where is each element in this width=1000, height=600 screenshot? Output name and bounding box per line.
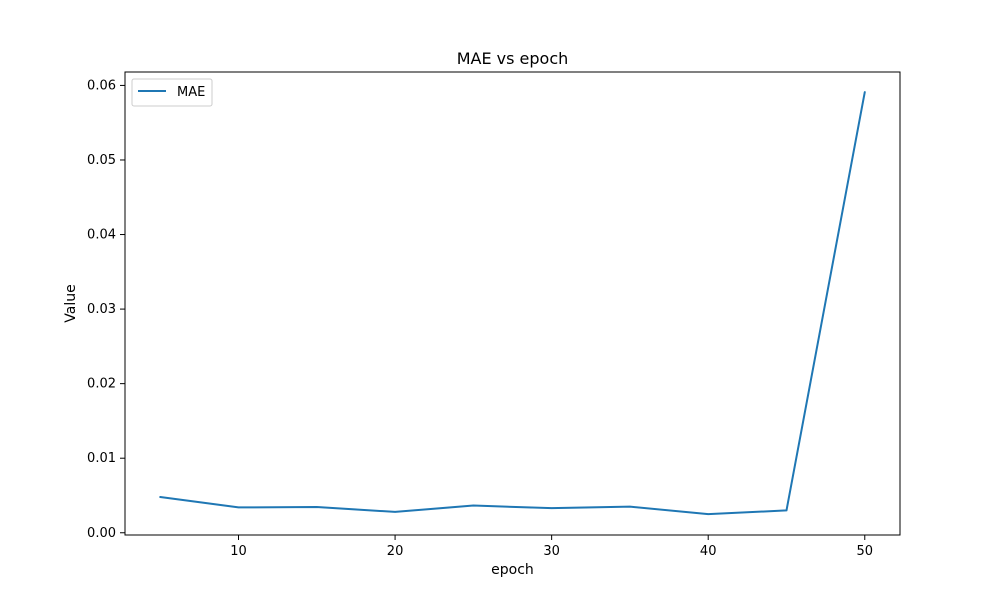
legend-label-mae: MAE <box>177 85 205 100</box>
y-tick-label: 0.00 <box>87 526 116 541</box>
y-tick-label: 0.02 <box>87 377 116 392</box>
plot-area <box>124 71 901 536</box>
x-tick-label: 40 <box>700 544 717 559</box>
y-axis-label: Value <box>63 284 79 322</box>
x-tick-label: 10 <box>230 544 247 559</box>
chart-title: MAE vs epoch <box>457 49 569 68</box>
x-tick-label: 20 <box>387 544 404 559</box>
series-layer <box>159 91 866 516</box>
x-axis-ticks: 10 20 30 40 50 <box>230 535 873 559</box>
y-tick-label: 0.05 <box>87 153 116 168</box>
series-line-mae <box>159 91 866 516</box>
legend-box <box>131 78 213 107</box>
x-tick-label: 30 <box>543 544 560 559</box>
x-tick-label: 50 <box>856 544 873 559</box>
legend: MAE <box>131 78 213 107</box>
y-tick-label: 0.03 <box>87 302 116 317</box>
y-tick-label: 0.04 <box>87 228 116 243</box>
x-axis-label: epoch <box>491 562 534 578</box>
y-tick-label: 0.01 <box>87 451 116 466</box>
y-axis-ticks: 0.00 0.01 0.02 0.03 0.04 0.05 0.06 <box>87 78 125 541</box>
y-tick-label: 0.06 <box>87 78 116 93</box>
